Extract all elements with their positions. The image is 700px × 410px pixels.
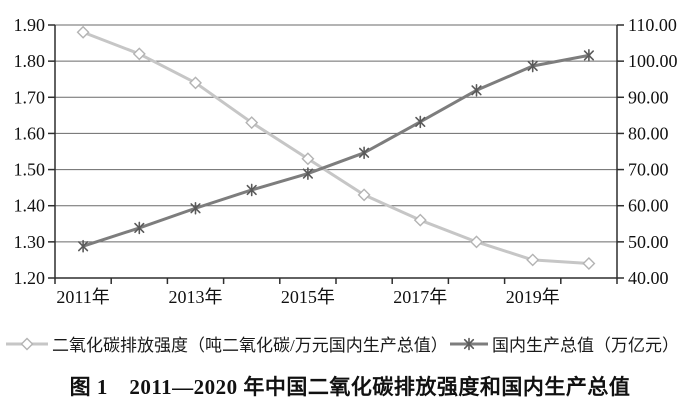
diamond-marker-icon xyxy=(301,152,315,166)
legend-label-co2-intensity: 二氧化碳排放强度（吨二氧化碳/万元国内生产总值） xyxy=(52,336,448,355)
asterisk-marker-icon xyxy=(358,146,370,160)
x-axis-tick-label: 2017年 xyxy=(393,287,447,307)
line-chart: 1.20 40.00 1.30 50.00 1.40 60.00 1.50 70.00 1.60… xyxy=(14,15,678,307)
left-axis-tick-label: 1.30 xyxy=(14,232,46,252)
diamond-marker-icon xyxy=(189,76,202,90)
diamond-marker-icon xyxy=(132,47,146,61)
left-axis-tick-label: 1.20 xyxy=(14,268,46,288)
diamond-marker-icon xyxy=(357,188,371,202)
diamond-marker-icon xyxy=(413,213,427,227)
diamond-marker-icon xyxy=(470,235,483,249)
asterisk-marker-icon xyxy=(190,201,201,215)
x-axis-tick-label: 2015年 xyxy=(281,287,335,307)
asterisk-marker-icon xyxy=(246,183,257,197)
diamond-series-marker-icon xyxy=(6,337,48,350)
diamond-marker-icon xyxy=(20,337,34,350)
diamond-marker-icon xyxy=(76,25,90,39)
legend-label-gdp: 国内生产总值（万亿元） xyxy=(492,336,679,355)
asterisk-marker-icon xyxy=(415,115,426,129)
series-line-diamond xyxy=(81,30,591,266)
right-axis-tick-label: 50.00 xyxy=(628,232,669,252)
right-axis-tick-label: 80.00 xyxy=(628,123,669,143)
axes xyxy=(48,24,624,284)
asterisk-marker-icon xyxy=(463,337,475,350)
right-axis-tick-label: 60.00 xyxy=(628,196,669,216)
right-axis-tick-label: 40.00 xyxy=(628,268,669,288)
asterisk-marker-icon xyxy=(302,167,314,180)
left-axis-tick-label: 1.70 xyxy=(14,87,46,107)
right-axis-tick-label: 70.00 xyxy=(628,160,669,180)
left-axis-tick-label: 1.40 xyxy=(14,196,46,216)
x-axis-tick-label: 2013年 xyxy=(169,287,223,307)
diamond-marker-icon xyxy=(526,253,540,267)
left-axis-tick-label: 1.90 xyxy=(14,15,46,35)
x-axis-tick-label: 2011年 xyxy=(56,287,109,307)
asterisk-marker-icon xyxy=(583,49,595,62)
diamond-marker-icon xyxy=(245,116,259,130)
figure-caption: 图 1 2011—2020 年中国二氧化碳排放强度和国内生产总值 xyxy=(69,375,631,399)
x-axis-tick-label: 2019年 xyxy=(506,287,560,307)
left-axis-tick-label: 1.80 xyxy=(14,51,46,71)
asterisk-marker-icon xyxy=(471,84,482,97)
right-axis-tick-label: 110.00 xyxy=(628,15,677,35)
legend-item-co2-intensity: 二氧化碳排放强度（吨二氧化碳/万元国内生产总值） xyxy=(5,331,448,356)
right-axis-tick-label: 90.00 xyxy=(628,87,669,107)
asterisk-marker-icon xyxy=(78,239,89,253)
left-axis-tick-label: 1.50 xyxy=(14,160,46,180)
right-axis-tick-label: 100.00 xyxy=(628,51,678,71)
asterisk-marker-icon xyxy=(527,59,538,73)
chart-legend: 二氧化碳排放强度（吨二氧化碳/万元国内生产总值） 国内生产总值（万亿元） xyxy=(0,331,700,355)
series-line-asterisk xyxy=(81,53,591,248)
asterisk-series-marker-icon xyxy=(450,337,488,350)
left-axis-tick-label: 1.60 xyxy=(14,123,46,143)
diamond-marker-icon xyxy=(582,257,596,271)
legend-item-gdp: 国内生产总值（万亿元） xyxy=(449,331,679,356)
asterisk-marker-icon xyxy=(134,221,145,235)
